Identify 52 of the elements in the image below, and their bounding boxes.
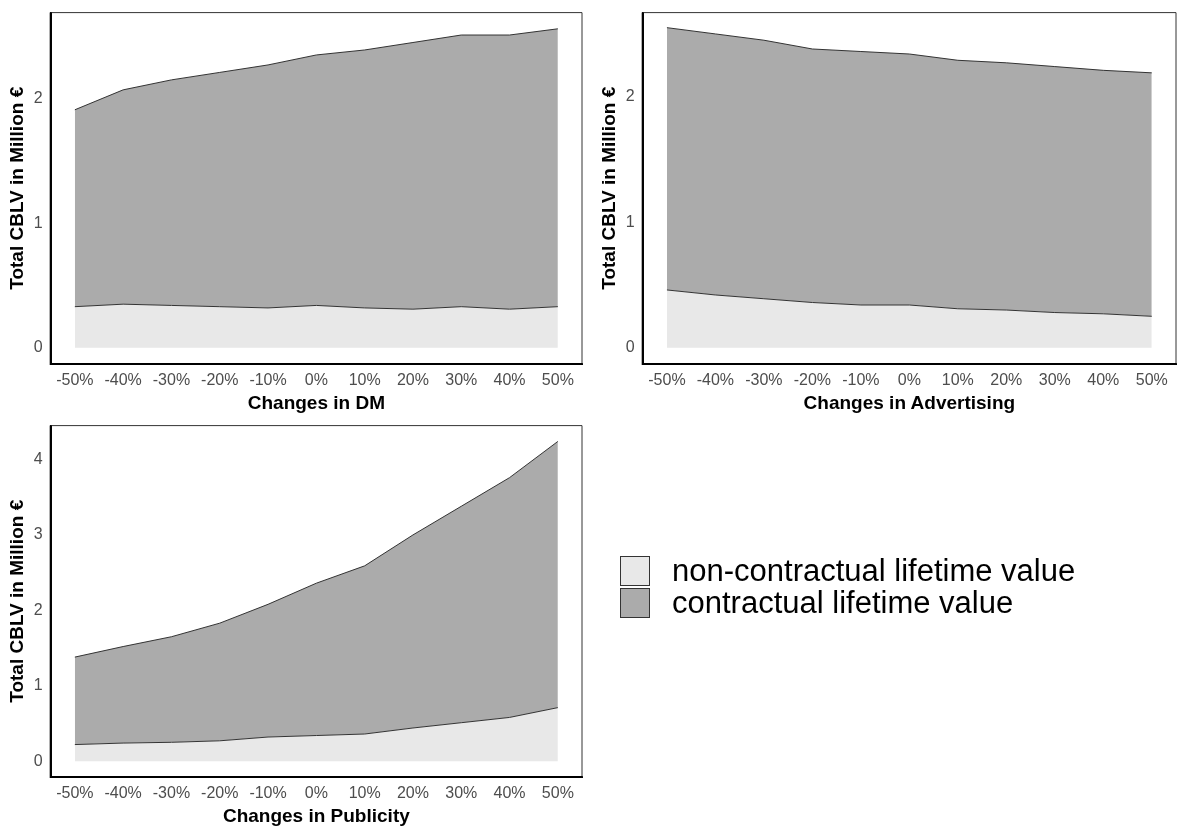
y-tick-label: 4 [33,449,43,467]
x-tick-label: 20% [396,784,429,802]
x-axis-title: Changes in DM [247,391,385,413]
y-tick-label: 2 [625,87,635,105]
x-tick-label: -50% [56,784,94,802]
x-tick-label: 30% [445,371,478,389]
y-tick-label: 0 [33,338,43,356]
x-tick-label: 20% [990,371,1023,389]
y-tick-label: 0 [625,338,635,356]
x-tick-label: -20% [201,784,239,802]
x-tick-label: 0% [897,371,921,389]
x-tick-label: 0% [304,784,328,802]
x-tick-label: -20% [201,371,239,389]
y-tick-label: 1 [625,212,635,230]
x-axis-title: Changes in Advertising [803,391,1016,413]
x-tick-label: -40% [104,371,142,389]
x-axis-title: Changes in Publicity [222,804,411,826]
x-tick-label: -20% [793,371,832,389]
x-tick-label: -10% [249,784,287,802]
y-tick-label: 3 [33,525,43,543]
x-tick-label: 40% [1087,371,1120,389]
x-tick-label: 30% [1038,371,1071,389]
x-tick-label: 50% [541,371,574,389]
x-tick-label: 40% [493,784,526,802]
x-tick-label: -10% [842,371,880,389]
x-tick-label: 50% [541,784,574,802]
y-axis-title: Total CBLV in Million € [5,86,27,290]
x-tick-label: -40% [104,784,142,802]
x-tick-label: -10% [249,371,287,389]
x-tick-label: -50% [56,371,94,389]
y-tick-label: 0 [33,751,43,769]
x-tick-label: 10% [941,371,974,389]
y-axis-title: Total CBLV in Million € [597,86,619,290]
y-tick-label: 1 [33,676,43,694]
x-tick-label: -30% [745,371,783,389]
x-tick-label: 10% [348,784,381,802]
legend-label: non-contractual lifetime value [672,553,1076,588]
y-tick-label: 2 [33,88,43,106]
x-tick-label: -40% [696,371,735,389]
y-tick-label: 1 [33,213,43,231]
x-tick-label: 20% [396,371,429,389]
x-tick-label: 0% [304,371,328,389]
x-tick-label: 10% [348,371,381,389]
y-tick-label: 2 [33,600,43,618]
x-tick-label: 40% [493,371,526,389]
y-axis-title: Total CBLV in Million € [5,499,27,703]
x-tick-label: -30% [152,371,191,389]
x-tick-label: 50% [1135,371,1168,389]
x-tick-label: -50% [648,371,686,389]
x-tick-label: -30% [152,784,191,802]
legend-label: contractual lifetime value [672,585,1014,620]
x-tick-label: 30% [445,784,478,802]
